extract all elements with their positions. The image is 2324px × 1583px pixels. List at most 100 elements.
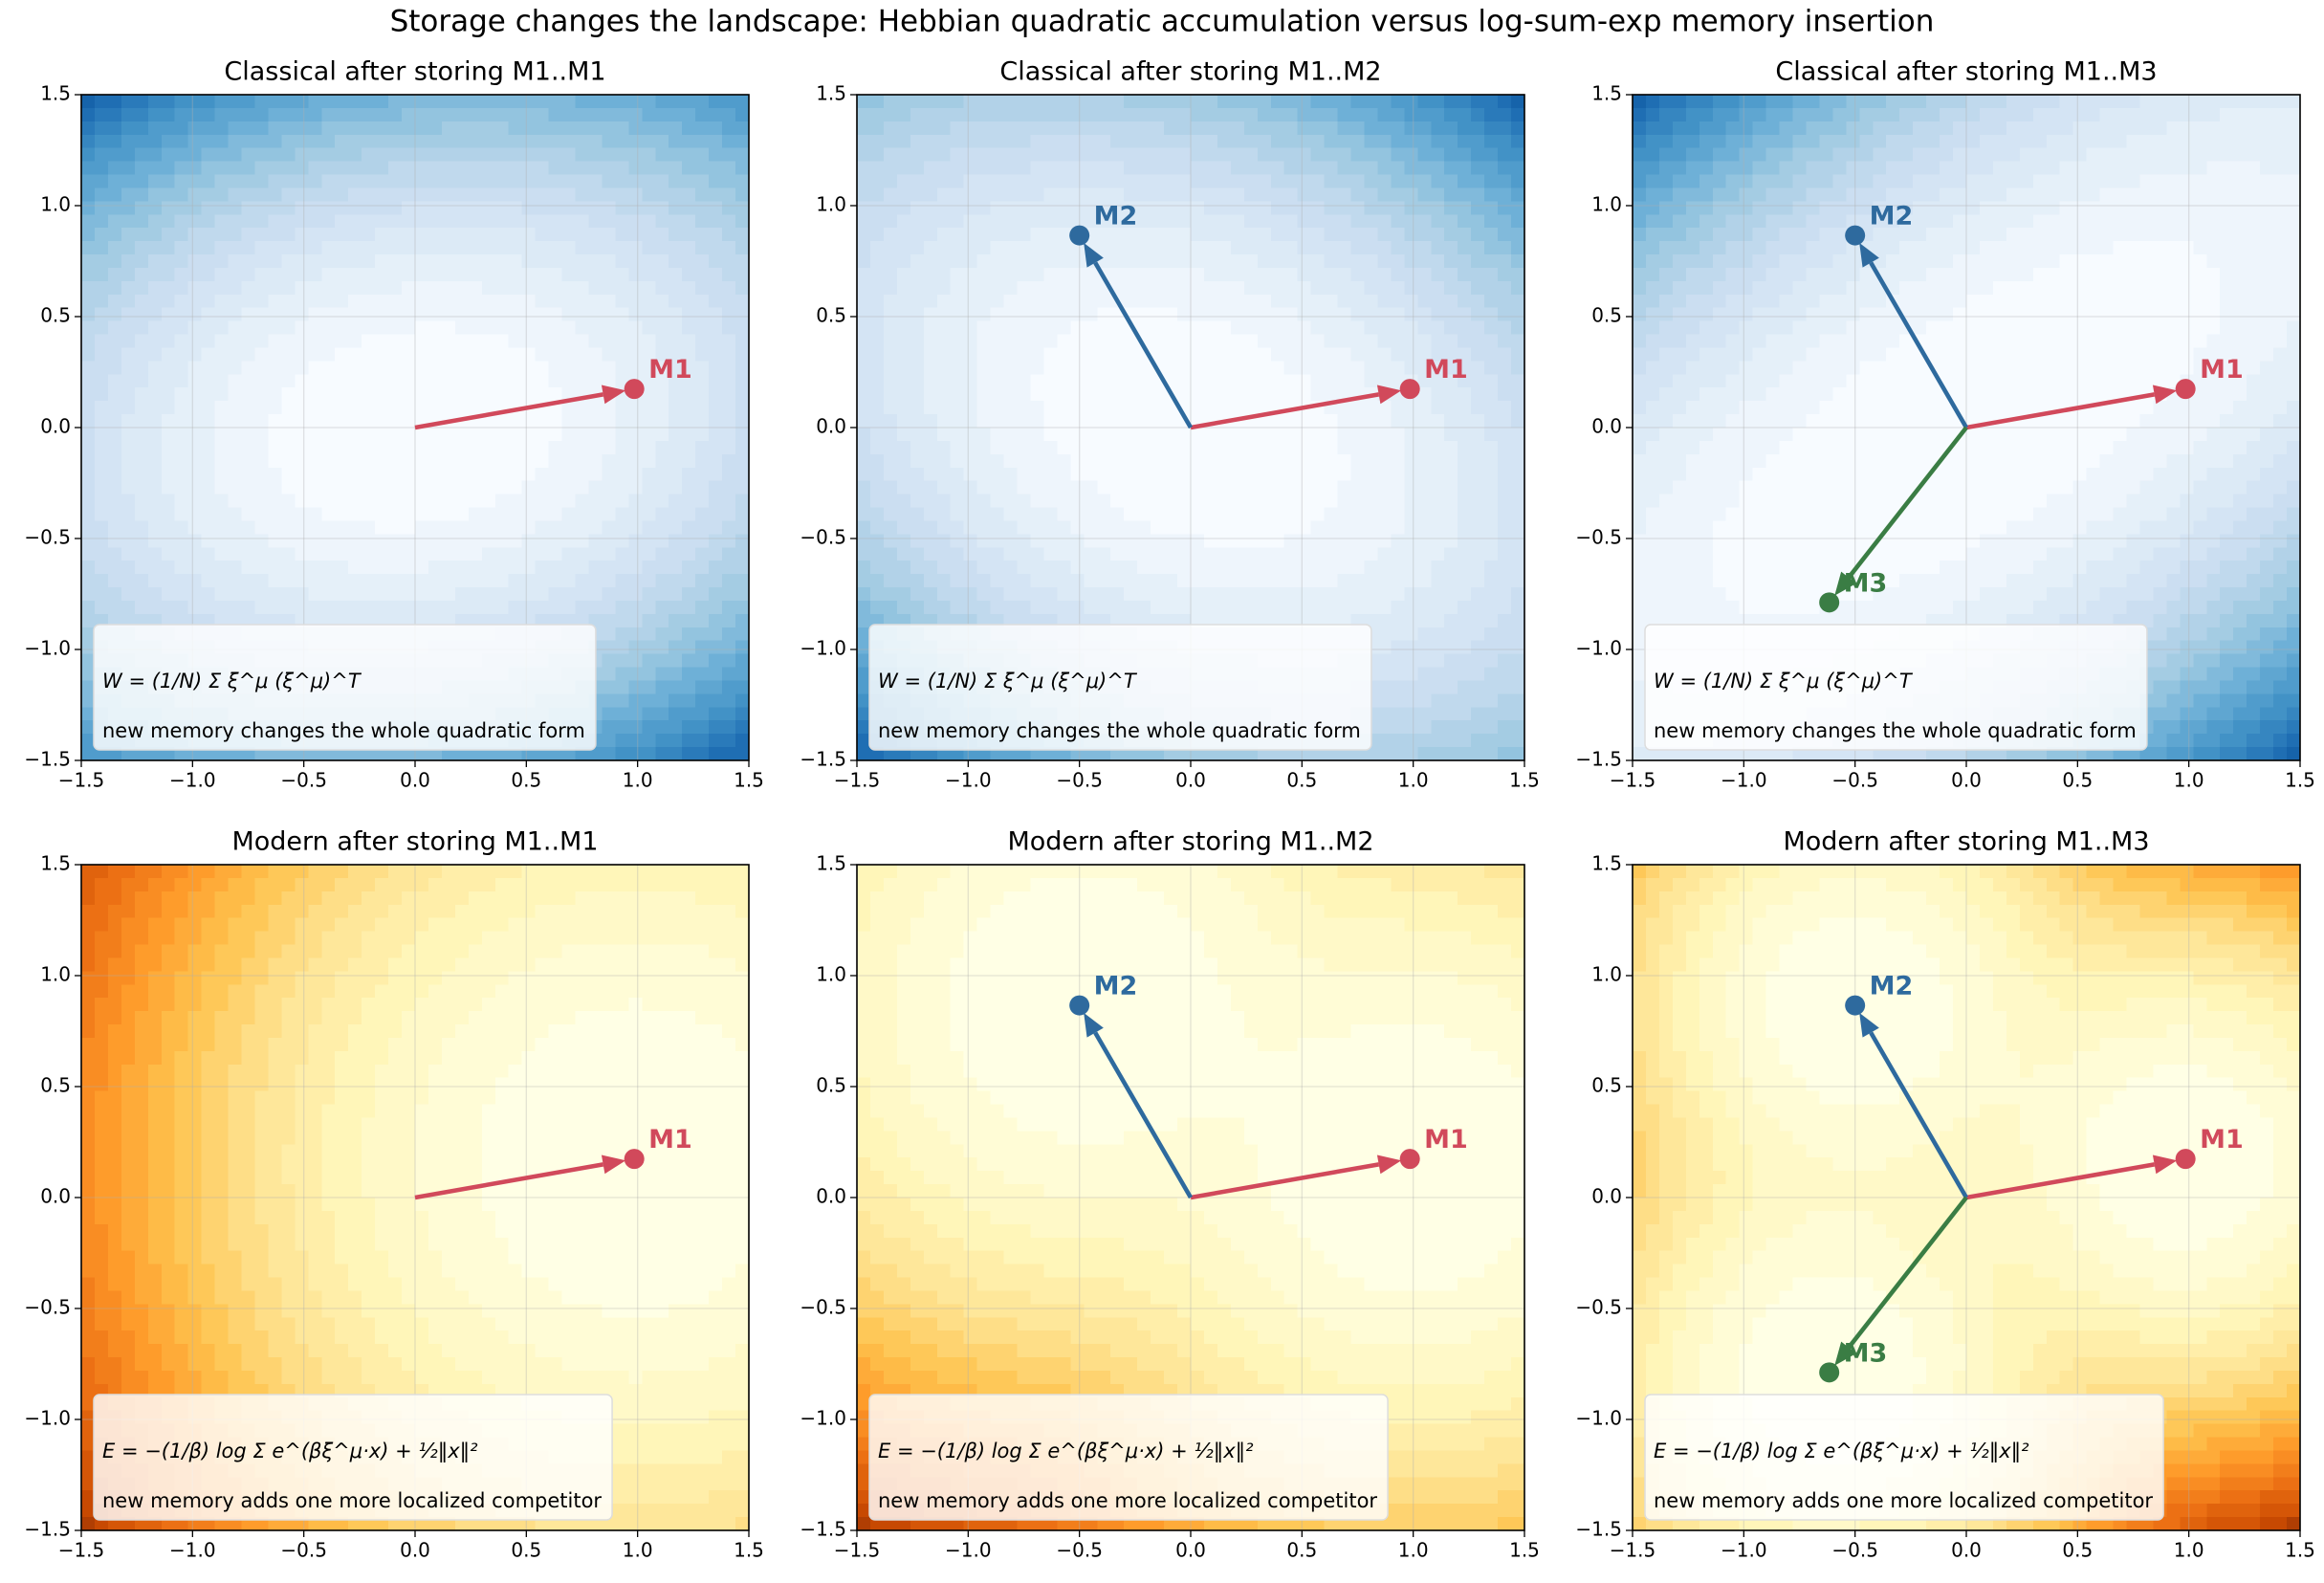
field-cell: [1164, 453, 1178, 469]
field-cell: [214, 95, 230, 109]
field-cell: [134, 228, 149, 242]
field-cell: [1431, 241, 1445, 255]
field-cell: [655, 520, 669, 535]
field-cell: [187, 267, 203, 282]
field-cell: [1310, 387, 1326, 402]
field-cell: [187, 600, 203, 615]
field-cell: [228, 374, 243, 388]
field-cell: [575, 600, 590, 615]
field-cell: [1164, 107, 1178, 122]
field-cell: [321, 494, 336, 509]
field-cell: [1391, 174, 1405, 189]
field-cell: [1137, 294, 1151, 309]
field-cell: [468, 347, 483, 362]
field-cell: [362, 547, 376, 561]
field-cell: [121, 600, 136, 615]
field-cell: [335, 453, 349, 469]
field-cell: [1003, 147, 1019, 163]
field-cell: [308, 561, 322, 575]
field-cell: [187, 254, 203, 269]
field-cell: [682, 734, 696, 748]
field-cell: [1191, 374, 1205, 388]
field-cell: [1030, 480, 1045, 495]
field-cell: [963, 361, 978, 375]
field-cell: [1030, 201, 1045, 215]
field-cell: [468, 361, 483, 375]
field-cell: [1270, 161, 1285, 176]
field-cell: [642, 280, 656, 296]
field-cell: [1017, 228, 1032, 242]
field-cell: [254, 387, 270, 402]
field-cell: [81, 401, 96, 415]
field-cell: [508, 587, 523, 602]
field-cell: [910, 414, 925, 429]
field-cell: [682, 241, 696, 255]
field-cell: [94, 228, 109, 242]
field-cell: [682, 520, 696, 535]
field-cell: [362, 134, 376, 149]
field-cell: [521, 428, 537, 442]
field-cell: [1391, 693, 1405, 708]
field-cell: [348, 453, 362, 469]
field-cell: [1444, 640, 1458, 655]
field-cell: [1030, 147, 1045, 163]
field-cell: [642, 693, 656, 708]
field-cell: [883, 161, 898, 176]
field-cell: [869, 361, 885, 375]
field-cell: [254, 201, 270, 215]
field-cell: [709, 95, 723, 109]
field-cell: [896, 507, 911, 522]
field-cell: [134, 334, 149, 349]
field-cell: [1324, 467, 1339, 482]
field-cell: [1431, 734, 1445, 748]
field-cell: [1243, 494, 1259, 509]
field-cell: [575, 147, 590, 163]
field-cell: [1324, 361, 1339, 375]
field-cell: [655, 653, 669, 669]
field-cell: [857, 228, 871, 242]
field-cell: [695, 667, 710, 682]
field-cell: [602, 280, 616, 296]
field-cell: [1417, 587, 1432, 602]
field-cell: [1498, 174, 1512, 189]
field-cell: [561, 494, 577, 509]
field-cell: [628, 534, 643, 548]
field-cell: [1310, 414, 1326, 429]
field-cell: [936, 214, 952, 229]
field-cell: [923, 134, 938, 149]
field-cell: [976, 147, 992, 163]
field-cell: [1498, 121, 1512, 136]
field-cell: [963, 520, 978, 535]
field-cell: [228, 507, 243, 522]
field-cell: [709, 161, 723, 176]
field-cell: [1137, 228, 1151, 242]
field-cell: [268, 414, 282, 429]
field-cell: [1417, 121, 1432, 136]
field-cell: [695, 95, 710, 109]
field-cell: [588, 467, 603, 482]
field-cell: [936, 307, 952, 322]
field-cell: [535, 294, 550, 309]
field-cell: [201, 374, 216, 388]
field-cell: [441, 547, 456, 561]
field-cell: [1070, 307, 1085, 322]
field-cell: [1110, 161, 1125, 176]
field-cell: [628, 214, 643, 229]
field-cell: [1151, 494, 1165, 509]
field-cell: [295, 174, 309, 189]
field-cell: [241, 121, 256, 136]
field-cell: [722, 307, 736, 322]
field-cell: [669, 147, 683, 163]
field-cell: [1164, 347, 1178, 362]
field-cell: [1030, 228, 1045, 242]
field-cell: [1097, 187, 1111, 202]
field-cell: [735, 453, 750, 469]
field-cell: [94, 294, 109, 309]
field-cell: [615, 334, 629, 349]
field-cell: [402, 107, 416, 122]
field-cell: [1431, 680, 1445, 694]
field-cell: [1417, 334, 1432, 349]
field-cell: [1257, 228, 1272, 242]
field-cell: [214, 187, 230, 202]
field-cell: [548, 147, 563, 163]
